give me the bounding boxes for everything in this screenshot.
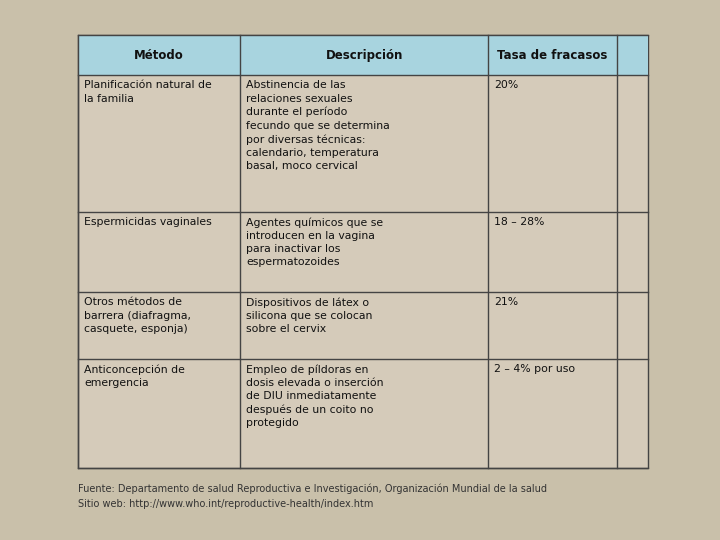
Text: Dispositivos de látex o
silicona que se colocan
sobre el cervix: Dispositivos de látex o silicona que se … bbox=[246, 298, 373, 334]
Text: Fuente: Departamento de salud Reproductiva e Investigación, Organización Mundial: Fuente: Departamento de salud Reproducti… bbox=[78, 483, 547, 494]
Bar bbox=[78, 35, 648, 75]
Text: Otros métodos de
barrera (diafragma,
casquete, esponja): Otros métodos de barrera (diafragma, cas… bbox=[84, 298, 191, 334]
Text: Descripción: Descripción bbox=[325, 49, 403, 62]
Text: Espermicidas vaginales: Espermicidas vaginales bbox=[84, 217, 212, 227]
Text: Tasa de fracasos: Tasa de fracasos bbox=[498, 49, 608, 62]
Text: Sitio web: http://www.who.int/reproductive-health/index.htm: Sitio web: http://www.who.int/reproducti… bbox=[78, 499, 374, 509]
Text: Abstinencia de las
relaciones sexuales
durante el período
fecundo que se determi: Abstinencia de las relaciones sexuales d… bbox=[246, 80, 390, 171]
Text: Anticoncepción de
emergencia: Anticoncepción de emergencia bbox=[84, 364, 185, 388]
Text: Método: Método bbox=[135, 49, 184, 62]
Text: Empleo de píldoras en
dosis elevada o inserción
de DIU inmediatamente
después de: Empleo de píldoras en dosis elevada o in… bbox=[246, 364, 384, 429]
Text: Planificación natural de
la familia: Planificación natural de la familia bbox=[84, 80, 212, 104]
Text: 2 – 4% por uso: 2 – 4% por uso bbox=[495, 364, 575, 375]
Bar bbox=[78, 35, 648, 468]
Text: 18 – 28%: 18 – 28% bbox=[495, 217, 545, 227]
Text: 21%: 21% bbox=[495, 298, 518, 307]
Text: Agentes químicos que se
introducen en la vagina
para inactivar los
espermatozoid: Agentes químicos que se introducen en la… bbox=[246, 217, 384, 267]
Text: 20%: 20% bbox=[495, 80, 518, 90]
